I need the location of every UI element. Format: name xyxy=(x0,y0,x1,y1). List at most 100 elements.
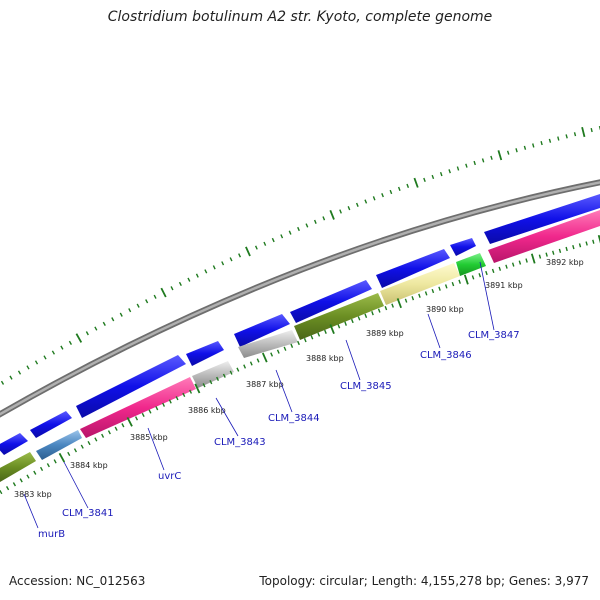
cds-gray xyxy=(192,361,234,388)
minor-tick xyxy=(51,350,56,355)
minor-tick xyxy=(473,160,476,166)
cds-magenta xyxy=(80,377,196,438)
minor-tick xyxy=(424,291,428,296)
minor-tick xyxy=(439,171,443,177)
cds-magenta xyxy=(488,210,600,263)
minor-tick xyxy=(313,219,317,224)
major-tick xyxy=(581,126,586,138)
minor-tick xyxy=(68,340,73,345)
minor-tick xyxy=(397,186,401,192)
minor-tick xyxy=(0,489,3,495)
minor-tick xyxy=(423,177,426,183)
gene-label-clm3841: CLM_3841 xyxy=(62,508,114,519)
minor-tick xyxy=(458,279,461,284)
minor-tick xyxy=(34,360,39,365)
minor-tick xyxy=(590,127,593,133)
gene-label-clm3844: CLM_3844 xyxy=(268,413,320,424)
minor-tick xyxy=(43,355,47,360)
minor-tick xyxy=(364,313,368,318)
minor-tick xyxy=(565,246,568,252)
minor-tick xyxy=(317,332,321,337)
minor-tick xyxy=(202,383,206,388)
minor-tick xyxy=(538,254,542,259)
minor-tick xyxy=(498,266,502,271)
minor-tick xyxy=(229,257,233,262)
minor-tick xyxy=(178,281,182,287)
minor-tick xyxy=(491,268,495,274)
minor-tick xyxy=(592,239,595,244)
minor-tick xyxy=(60,345,64,350)
cds-olive xyxy=(294,293,384,340)
minor-tick xyxy=(182,392,186,398)
minor-tick xyxy=(481,158,485,163)
kbp-label: 3892 kbp xyxy=(546,258,584,267)
minor-tick xyxy=(471,275,475,280)
outer-tick-ring xyxy=(0,125,600,385)
kbp-label: 3890 kbp xyxy=(426,305,464,314)
minor-tick xyxy=(141,412,145,418)
minor-tick xyxy=(87,440,91,446)
minor-tick xyxy=(448,169,451,174)
minor-tick xyxy=(134,416,139,421)
minor-tick xyxy=(280,234,284,239)
minor-tick xyxy=(94,437,98,442)
minor-tick xyxy=(438,286,441,291)
minor-tick xyxy=(548,138,552,143)
cds-arrow xyxy=(290,280,372,323)
reverse-cds-track xyxy=(0,210,600,482)
minor-tick xyxy=(411,296,415,301)
kbp-label: 3891 kbp xyxy=(485,281,523,290)
gene-label-clm3843: CLM_3843 xyxy=(214,437,266,448)
minor-tick xyxy=(372,196,376,201)
gene-label-murB: murB xyxy=(38,529,65,540)
minor-tick xyxy=(545,252,548,257)
minor-tick xyxy=(136,303,140,308)
minor-tick xyxy=(485,270,488,276)
minor-tick xyxy=(456,166,460,171)
minor-tick xyxy=(148,409,152,414)
minor-tick xyxy=(276,349,280,354)
cds-arrow xyxy=(30,411,72,438)
minor-tick xyxy=(221,261,225,266)
minor-tick xyxy=(256,358,260,363)
kbp-label: 3889 kbp xyxy=(366,329,404,338)
kbp-label: 3886 kbp xyxy=(188,406,226,415)
minor-tick xyxy=(222,373,226,378)
minor-tick xyxy=(377,308,381,313)
minor-tick xyxy=(347,206,351,211)
major-tick xyxy=(58,452,66,463)
minor-tick xyxy=(288,230,292,235)
minor-tick xyxy=(170,286,174,291)
cds-arrow xyxy=(186,341,224,366)
major-tick xyxy=(530,253,536,264)
minor-tick xyxy=(236,367,240,372)
minor-tick xyxy=(168,399,172,404)
minor-tick xyxy=(557,136,560,141)
minor-tick xyxy=(53,459,57,464)
major-tick xyxy=(597,234,600,244)
kbp-label: 3885 kbp xyxy=(130,433,168,442)
kbp-label-group: 3883 kbp 3884 kbp 3885 kbp 3886 kbp 3887… xyxy=(14,258,584,499)
minor-tick xyxy=(145,299,149,304)
kbp-label: 3888 kbp xyxy=(306,354,344,363)
minor-tick xyxy=(431,174,435,180)
minor-tick xyxy=(558,248,562,253)
minor-tick xyxy=(270,352,274,357)
minor-tick xyxy=(518,260,522,265)
minor-tick xyxy=(128,308,132,313)
minor-tick xyxy=(389,189,393,195)
kbp-label: 3887 kbp xyxy=(246,380,284,389)
minor-tick xyxy=(155,406,159,411)
cds-khaki xyxy=(380,263,460,305)
minor-tick xyxy=(12,482,17,487)
minor-tick xyxy=(540,141,543,146)
map-title: Clostridium botulinum A2 str. Kyoto, com… xyxy=(107,9,493,25)
minor-tick xyxy=(418,293,421,298)
minor-tick xyxy=(404,298,408,303)
major-tick xyxy=(160,287,167,298)
genome-stats-text: Topology: circular; Length: 4,155,278 bp… xyxy=(259,574,589,588)
minor-tick xyxy=(350,318,354,324)
minor-tick xyxy=(384,305,388,311)
minor-tick xyxy=(209,380,213,385)
major-tick xyxy=(329,209,335,220)
